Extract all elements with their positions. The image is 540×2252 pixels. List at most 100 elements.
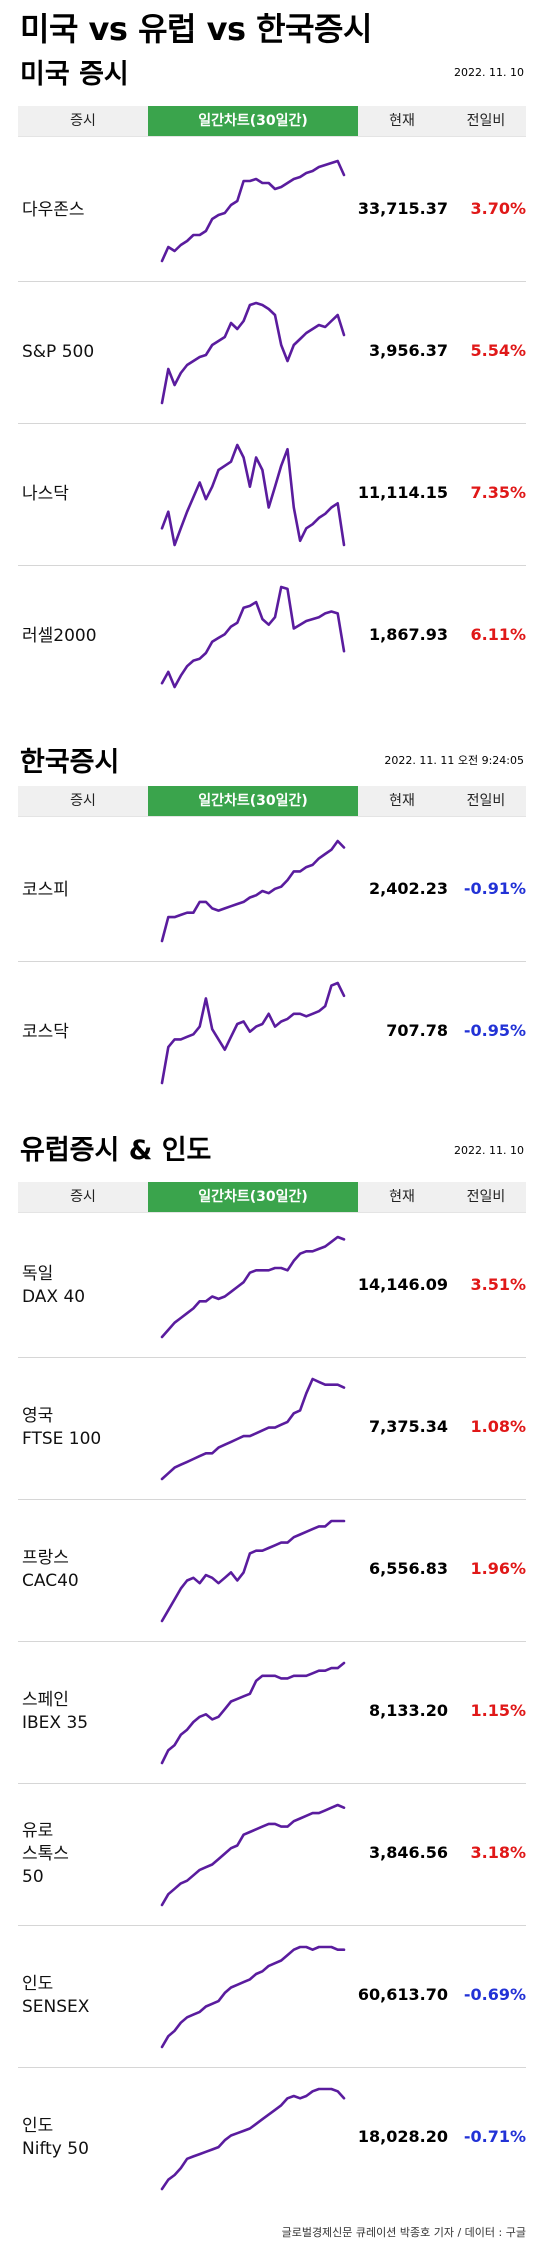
index-name: 나스닥 [22,483,69,504]
current-value: 60,613.70 [357,1985,448,2004]
table-header: 증시 일간차트(30일간) 현재 전일비 [18,786,526,817]
change-percent: -0.69% [463,1985,526,2004]
table-row: 인도 Nifty 50 18,028.20 -0.71% [18,2067,526,2209]
sparkline-chart [160,981,346,1085]
sparkline-series [160,839,346,943]
header-change: 전일비 [466,793,506,809]
sparkline-chart [160,1803,346,1907]
section-date: 2022. 11. 10 [454,66,524,79]
sparkline-series [160,981,346,1085]
table-header: 증시 일간차트(30일간) 현재 전일비 [18,106,526,137]
table-row: 인도 SENSEX 60,613.70 -0.69% [18,1925,526,2068]
sparkline-series [160,1803,346,1907]
header-index: 증시 [70,793,96,809]
change-percent: -0.95% [463,1021,526,1040]
table-row: 스페인 IBEX 35 8,133.20 1.15% [18,1641,526,1784]
sparkline-series [160,443,346,547]
change-percent: 1.96% [470,1559,526,1578]
sparkline-series [160,1235,346,1339]
sparkline-chart [160,1945,346,2049]
current-value: 3,956.37 [369,341,448,360]
change-percent: -0.71% [463,2127,526,2146]
header-index: 증시 [70,1189,96,1205]
change-percent: 3.70% [470,199,526,218]
table-header: 증시 일간차트(30일간) 현재 전일비 [18,1182,526,1213]
table-row: 코스닥 707.78 -0.95% [18,961,526,1103]
sparkline-chart [160,839,346,943]
header-current: 현재 [389,113,415,129]
table-row: 러셀2000 1,867.93 6.11% [18,565,526,707]
header-current: 현재 [389,793,415,809]
index-name: 프랑스 CAC40 [22,1548,79,1591]
section-date: 2022. 11. 11 오전 9:24:05 [384,754,524,767]
sparkline-chart [160,1661,346,1765]
index-name: 인도 SENSEX [22,1974,90,2017]
change-percent: 3.51% [470,1275,526,1294]
current-value: 33,715.37 [357,199,448,218]
header-change: 전일비 [466,1189,506,1205]
current-value: 8,133.20 [369,1701,448,1720]
footer-credit: 글로벌경제신문 큐레이션 박종호 기자 / 데이터 : 구글 [281,2226,526,2239]
index-name: 인도 Nifty 50 [22,2116,89,2159]
header-chart: 일간차트(30일간) [148,786,358,816]
change-percent: 7.35% [470,483,526,502]
current-value: 14,146.09 [357,1275,448,1294]
change-percent: -0.91% [463,879,526,898]
index-name: S&P 500 [22,341,95,362]
sparkline-series [160,1661,346,1765]
sparkline-chart [160,1377,346,1481]
header-current: 현재 [389,1189,415,1205]
current-value: 18,028.20 [357,2127,448,2146]
sparkline-chart [160,1235,346,1339]
current-value: 7,375.34 [369,1417,448,1436]
index-name: 독일 DAX 40 [22,1264,86,1307]
index-name: 스페인 IBEX 35 [22,1690,89,1733]
section-title: 유럽증시 & 인도 [20,1135,212,1166]
sparkline-chart [160,585,346,689]
index-name: 코스닥 [22,1021,69,1042]
index-name: 다우존스 [22,199,85,220]
header-chart: 일간차트(30일간) [148,106,358,136]
index-name: 유로 스톡스 50 [22,1820,69,1887]
table-row: 코스피 2,402.23 -0.91% [18,819,526,962]
current-value: 707.78 [386,1021,448,1040]
sparkline-chart [160,2087,346,2191]
sparkline-chart [160,301,346,405]
index-name: 코스피 [22,879,69,900]
table-row: 나스닥 11,114.15 7.35% [18,423,526,566]
table-row: 프랑스 CAC40 6,556.83 1.96% [18,1499,526,1642]
sparkline-chart [160,1519,346,1623]
table-row: 다우존스 33,715.37 3.70% [18,139,526,282]
current-value: 3,846.56 [369,1843,448,1862]
change-percent: 3.18% [470,1843,526,1862]
sparkline-series [160,2087,346,2191]
current-value: 11,114.15 [357,483,448,502]
table-row: 독일 DAX 40 14,146.09 3.51% [18,1215,526,1358]
index-name: 영국 FTSE 100 [22,1406,102,1449]
market-section: 유럽증시 & 인도 2022. 11. 10 증시 일간차트(30일간) 현재 전일비 독일… [0,1128,540,2209]
section-title: 미국 증시 [20,59,129,90]
change-percent: 1.08% [470,1417,526,1436]
sparkline-series [160,301,346,405]
change-percent: 6.11% [470,625,526,644]
table-row: S&P 500 3,956.37 5.54% [18,281,526,424]
sparkline-series [160,159,346,263]
sparkline-series [160,585,346,689]
market-section: 미국 증시 2022. 11. 10 증시 일간차트(30일간) 현재 전일비 다우존스 33… [0,50,540,707]
sparkline-chart [160,159,346,263]
table-row: 유로 스톡스 50 3,846.56 3.18% [18,1783,526,1926]
current-value: 6,556.83 [369,1559,448,1578]
current-value: 1,867.93 [369,625,448,644]
section-title: 한국증시 [20,747,120,778]
change-percent: 5.54% [470,341,526,360]
table-row: 영국 FTSE 100 7,375.34 1.08% [18,1357,526,1500]
market-section: 한국증시 2022. 11. 11 오전 9:24:05 증시 일간차트(30일간) 현… [0,730,540,1103]
sparkline-series [160,1519,346,1623]
section-date: 2022. 11. 10 [454,1144,524,1157]
sparkline-chart [160,443,346,547]
header-index: 증시 [70,113,96,129]
sparkline-series [160,1945,346,2049]
current-value: 2,402.23 [369,879,448,898]
sparkline-series [160,1377,346,1481]
change-percent: 1.15% [470,1701,526,1720]
